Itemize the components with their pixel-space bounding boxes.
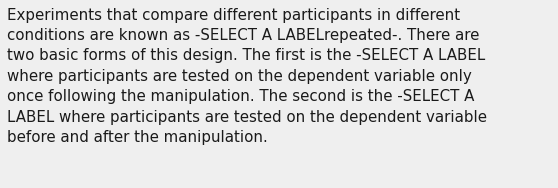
Text: Experiments that compare different participants in different
conditions are know: Experiments that compare different parti… bbox=[7, 8, 487, 145]
